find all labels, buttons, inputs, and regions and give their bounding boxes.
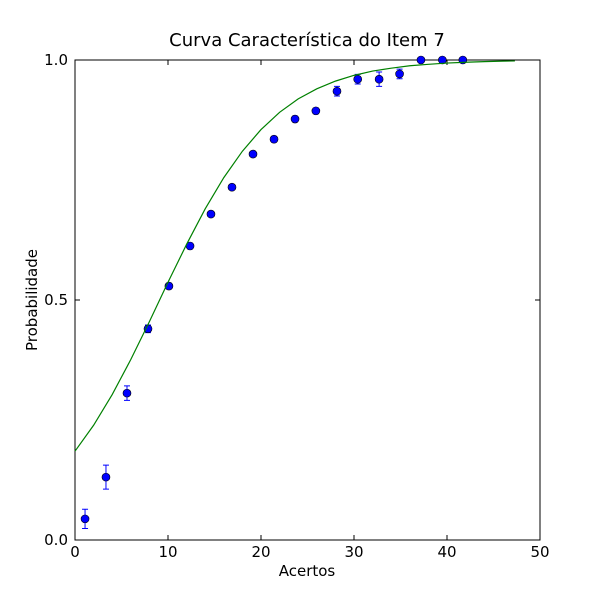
y-tick-label: 0.5 [44,291,68,309]
data-point [438,55,447,65]
x-tick-label: 10 [158,543,177,561]
y-axis-label: Probabilidade [23,249,41,351]
data-point [227,182,237,192]
x-tick-label: 20 [251,543,270,561]
data-point [269,134,279,144]
y-tick-label: 0.0 [44,531,68,549]
x-tick-label: 40 [437,543,456,561]
plot-frame [74,59,541,541]
data-point [101,472,111,482]
data-point [416,55,426,65]
data-point [332,86,342,96]
x-tick-label: 30 [344,543,363,561]
data-point [206,209,216,219]
y-tick-label: 1.0 [44,51,68,69]
chart-title: Curva Característica do Item 7 [169,30,445,51]
x-axis-label: Acertos [279,562,336,580]
fit-curve [74,60,515,452]
data-point [374,74,384,84]
x-tick-label: 0 [70,543,80,561]
x-tick-label: 50 [530,543,549,561]
data-point [80,514,90,524]
data-point [290,114,300,124]
data-point [353,74,363,84]
data-point [248,149,258,159]
data-point [122,388,132,398]
data-point [311,106,321,116]
data-point [395,69,404,79]
